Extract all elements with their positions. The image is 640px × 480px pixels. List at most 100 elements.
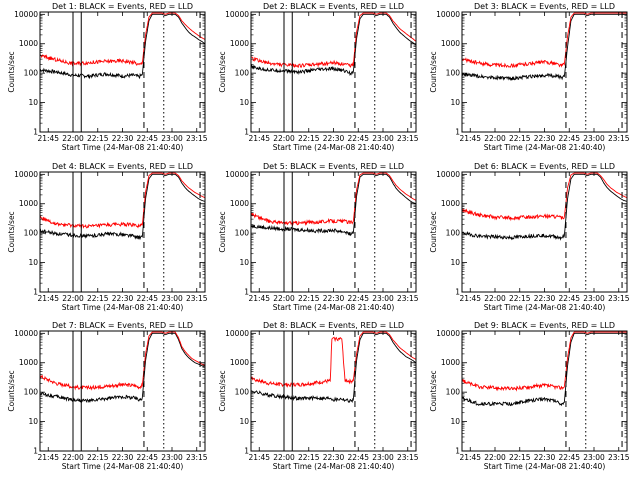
x-tick-label: 22:45	[558, 453, 580, 462]
panel-title: Det 4: BLACK = Events, RED = LLD	[52, 162, 193, 171]
series-events-line	[462, 332, 627, 407]
series-events-line	[40, 173, 205, 241]
x-tick-label: 22:30	[534, 134, 556, 143]
y-tick-label: 1000	[230, 199, 249, 208]
y-tick-label: 100	[446, 388, 461, 397]
x-tick-label: 23:00	[161, 294, 183, 303]
y-tick-label: 1000	[230, 39, 249, 48]
y-tick-label: 1	[244, 447, 249, 456]
y-tick-label: 10000	[436, 329, 460, 338]
x-tick-label: 22:00	[62, 453, 84, 462]
panel-title: Det 3: BLACK = Events, RED = LLD	[474, 2, 615, 11]
x-tick-label: 23:15	[186, 294, 208, 303]
y-tick-label: 100	[235, 69, 250, 78]
y-tick-label: 10	[28, 417, 38, 426]
x-tick-label: 22:15	[87, 294, 109, 303]
y-tick-label: 1	[33, 288, 38, 297]
y-axis-label: Counts/sec	[7, 370, 16, 411]
y-tick-label: 100	[446, 69, 461, 78]
x-tick-label: 23:00	[372, 453, 394, 462]
x-tick-label: 23:15	[608, 134, 630, 143]
x-tick-label: 23:00	[161, 453, 183, 462]
x-tick-label: 22:00	[484, 134, 506, 143]
plot-frame	[250, 171, 417, 293]
panel-title: Det 1: BLACK = Events, RED = LLD	[52, 2, 193, 11]
x-tick-label: 22:00	[62, 134, 84, 143]
x-tick-label: 22:15	[509, 294, 531, 303]
series-lld-line	[40, 172, 205, 230]
panel-title: Det 6: BLACK = Events, RED = LLD	[474, 162, 615, 171]
y-tick-label: 10	[28, 258, 38, 267]
x-tick-label: 21:45	[37, 453, 59, 462]
plot-data	[462, 331, 627, 407]
x-tick-label: 22:30	[534, 453, 556, 462]
x-tick-label: 22:00	[273, 453, 295, 462]
x-axis-label: Start Time (24-Mar-08 21:40:40)	[62, 143, 184, 152]
x-axis-label: Start Time (24-Mar-08 21:40:40)	[484, 303, 606, 312]
plot-frame	[461, 171, 628, 293]
x-axis-label: Start Time (24-Mar-08 21:40:40)	[62, 303, 184, 312]
x-axis-label: Start Time (24-Mar-08 21:40:40)	[62, 462, 184, 471]
y-tick-label: 1000	[441, 358, 460, 367]
y-tick-label: 10000	[225, 170, 249, 179]
x-tick-label: 22:30	[323, 134, 345, 143]
panel-title: Det 5: BLACK = Events, RED = LLD	[263, 162, 404, 171]
plot-data	[40, 12, 205, 80]
y-axis-label: Counts/sec	[218, 51, 227, 92]
plot-frame	[39, 330, 206, 452]
y-tick-label: 10	[239, 417, 249, 426]
y-tick-label: 10	[450, 98, 460, 107]
x-tick-label: 23:15	[397, 453, 419, 462]
y-tick-label: 1000	[19, 39, 38, 48]
plot-data	[40, 331, 205, 403]
x-tick-label: 22:45	[136, 294, 158, 303]
y-tick-label: 10000	[225, 10, 249, 19]
x-tick-label: 21:45	[37, 134, 59, 143]
x-tick-label: 22:00	[484, 294, 506, 303]
x-tick-label: 22:15	[298, 134, 320, 143]
x-tick-label: 22:45	[347, 134, 369, 143]
x-tick-label: 22:00	[62, 294, 84, 303]
x-tick-label: 22:15	[87, 453, 109, 462]
x-tick-label: 23:15	[186, 453, 208, 462]
x-tick-label: 22:45	[347, 294, 369, 303]
x-tick-label: 23:00	[372, 134, 394, 143]
y-tick-label: 1000	[441, 199, 460, 208]
x-tick-label: 23:15	[397, 294, 419, 303]
y-tick-label: 10000	[436, 170, 460, 179]
y-tick-label: 1	[244, 128, 249, 137]
x-axis-label: Start Time (24-Mar-08 21:40:40)	[484, 462, 606, 471]
y-axis-label: Counts/sec	[429, 51, 438, 92]
y-tick-label: 10	[28, 98, 38, 107]
plot-data	[251, 12, 416, 77]
x-tick-label: 23:00	[583, 134, 605, 143]
y-tick-label: 1	[455, 128, 460, 137]
series-events-line	[251, 173, 416, 237]
x-tick-label: 22:15	[509, 134, 531, 143]
x-tick-label: 22:30	[323, 294, 345, 303]
y-tick-label: 10	[450, 417, 460, 426]
x-tick-label: 23:00	[583, 453, 605, 462]
x-tick-label: 22:30	[112, 134, 134, 143]
series-events-line	[251, 332, 416, 403]
x-axis-label: Start Time (24-Mar-08 21:40:40)	[273, 303, 395, 312]
x-tick-label: 21:45	[37, 294, 59, 303]
series-lld-line	[40, 331, 205, 391]
series-lld-line	[251, 12, 416, 68]
x-tick-label: 23:15	[186, 134, 208, 143]
y-axis-label: Counts/sec	[429, 370, 438, 411]
x-tick-label: 22:30	[323, 453, 345, 462]
x-tick-label: 23:00	[372, 294, 394, 303]
series-lld-line	[462, 331, 627, 392]
y-tick-label: 1	[455, 288, 460, 297]
plot-data	[462, 12, 627, 81]
panel-title: Det 7: BLACK = Events, RED = LLD	[52, 321, 193, 330]
series-lld-line	[40, 12, 205, 67]
y-tick-label: 100	[24, 69, 39, 78]
y-axis-label: Counts/sec	[7, 211, 16, 252]
plot-data	[462, 172, 627, 241]
